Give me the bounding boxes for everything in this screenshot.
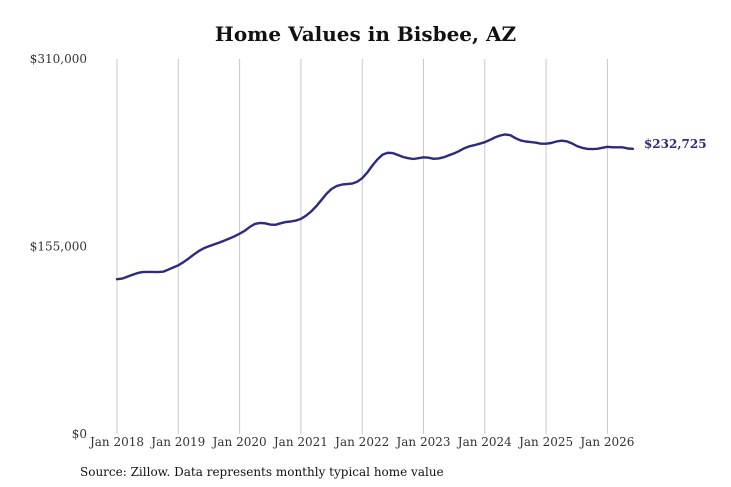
- y-tick-label: $0: [72, 427, 87, 441]
- series-line-layer: [115, 133, 635, 281]
- source-note: Source: Zillow. Data represents monthly …: [80, 465, 444, 479]
- x-tick-label: Jan 2019: [149, 435, 205, 449]
- x-tick-label: Jan 2022: [333, 435, 389, 449]
- y-tick-label: $155,000: [30, 240, 87, 254]
- y-axis-labels: $0 $155,000 $310,000: [30, 52, 87, 441]
- home-value-series-line: [115, 133, 635, 281]
- grid-lines: [116, 59, 608, 434]
- x-tick-label: Jan 2025: [517, 435, 573, 449]
- x-tick-label: Jan 2020: [211, 435, 267, 449]
- end-value-label-layer: $232,725: [644, 137, 707, 151]
- x-tick-label: Jan 2026: [578, 435, 634, 449]
- x-tick-label: Jan 2024: [456, 435, 512, 449]
- y-tick-label: $310,000: [30, 52, 87, 66]
- x-tick-label: Jan 2021: [272, 435, 328, 449]
- chart-title: Home Values in Bisbee, AZ: [214, 22, 517, 46]
- x-axis-labels: Jan 2018 Jan 2019 Jan 2020 Jan 2021 Jan 2022…: [88, 435, 634, 449]
- x-tick-label: Jan 2023: [394, 435, 450, 449]
- latest-value-label: $232,725: [644, 137, 707, 151]
- x-tick-label: Jan 2018: [88, 435, 144, 449]
